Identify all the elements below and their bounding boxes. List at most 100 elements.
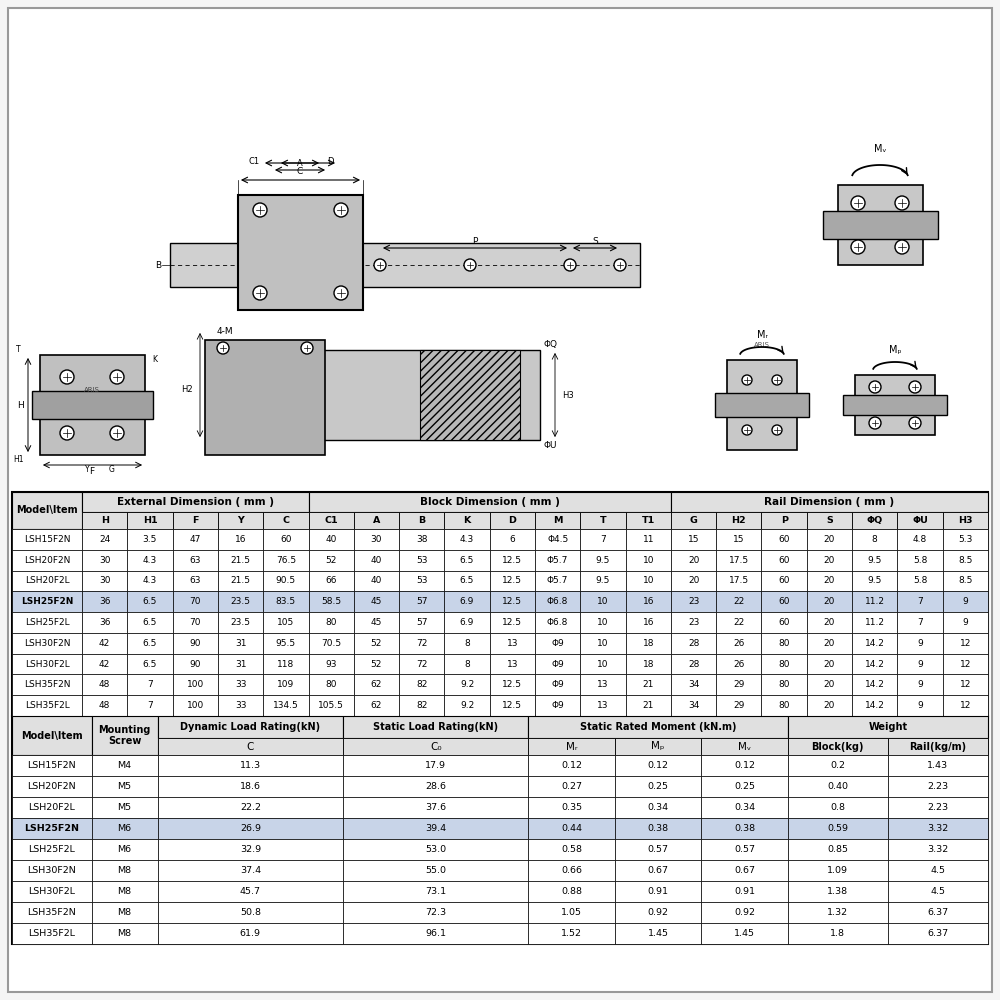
Text: 6.5: 6.5 bbox=[143, 618, 157, 627]
Bar bbox=[158, 923, 343, 944]
Bar bbox=[716, 550, 761, 571]
Bar bbox=[158, 818, 343, 839]
Text: 60: 60 bbox=[778, 576, 790, 585]
Bar bbox=[852, 550, 897, 571]
Bar bbox=[823, 211, 938, 239]
Text: 47: 47 bbox=[190, 535, 201, 544]
Bar bbox=[444, 529, 490, 550]
Bar bbox=[158, 716, 343, 738]
Text: 9.5: 9.5 bbox=[596, 576, 610, 585]
Text: 22: 22 bbox=[733, 597, 744, 606]
Text: 45: 45 bbox=[371, 597, 382, 606]
Text: 30: 30 bbox=[99, 576, 110, 585]
Text: 29: 29 bbox=[733, 680, 745, 689]
Bar bbox=[715, 393, 809, 417]
Circle shape bbox=[334, 203, 348, 217]
Text: Mᵥ: Mᵥ bbox=[738, 742, 751, 752]
Text: 80: 80 bbox=[778, 680, 790, 689]
Text: 134.5: 134.5 bbox=[273, 701, 299, 710]
Text: 0.8: 0.8 bbox=[830, 803, 845, 812]
Text: LSH30F2N: LSH30F2N bbox=[24, 639, 70, 648]
Text: M8: M8 bbox=[118, 908, 132, 917]
Text: 83.5: 83.5 bbox=[276, 597, 296, 606]
Text: 34: 34 bbox=[688, 701, 699, 710]
Bar bbox=[671, 674, 716, 695]
Bar bbox=[354, 550, 399, 571]
Bar bbox=[420, 350, 520, 440]
Bar bbox=[580, 612, 626, 633]
Bar bbox=[897, 529, 943, 550]
Text: 23.5: 23.5 bbox=[231, 597, 251, 606]
Bar bbox=[92, 923, 158, 944]
Bar bbox=[308, 612, 354, 633]
Bar bbox=[12, 633, 82, 654]
Bar bbox=[12, 529, 82, 550]
Text: 13: 13 bbox=[597, 680, 609, 689]
Text: H: H bbox=[101, 516, 109, 525]
Text: 0.12: 0.12 bbox=[561, 761, 582, 770]
Text: 17.5: 17.5 bbox=[729, 556, 749, 565]
Text: 9.2: 9.2 bbox=[460, 680, 474, 689]
Bar bbox=[761, 612, 807, 633]
Bar bbox=[615, 738, 701, 755]
Text: Φ9: Φ9 bbox=[551, 639, 564, 648]
Text: Φ6.8: Φ6.8 bbox=[547, 618, 568, 627]
Bar bbox=[92, 755, 158, 776]
Bar bbox=[399, 612, 444, 633]
Bar bbox=[671, 695, 716, 716]
Bar bbox=[788, 902, 888, 923]
Bar bbox=[528, 881, 615, 902]
Bar bbox=[173, 571, 218, 591]
Text: ΦU: ΦU bbox=[912, 516, 928, 525]
Bar bbox=[761, 695, 807, 716]
Text: 23: 23 bbox=[688, 618, 699, 627]
Bar bbox=[807, 512, 852, 529]
Text: LSH15F2N: LSH15F2N bbox=[24, 535, 70, 544]
Bar bbox=[308, 654, 354, 674]
Bar bbox=[40, 355, 145, 455]
Bar bbox=[238, 195, 363, 310]
Text: 40: 40 bbox=[325, 535, 337, 544]
Bar bbox=[127, 654, 173, 674]
Text: LSH15F2N: LSH15F2N bbox=[28, 761, 76, 770]
Text: M6: M6 bbox=[118, 845, 132, 854]
Text: M8: M8 bbox=[118, 929, 132, 938]
Text: 73.1: 73.1 bbox=[425, 887, 446, 896]
Text: 10: 10 bbox=[597, 597, 609, 606]
Bar bbox=[399, 695, 444, 716]
Text: 14.2: 14.2 bbox=[865, 701, 885, 710]
Text: LSH35F2N: LSH35F2N bbox=[24, 680, 70, 689]
Text: 52: 52 bbox=[325, 556, 337, 565]
Text: LSH35F2L: LSH35F2L bbox=[28, 929, 75, 938]
Bar bbox=[263, 674, 308, 695]
Circle shape bbox=[301, 342, 313, 354]
Bar bbox=[761, 674, 807, 695]
Text: 13: 13 bbox=[507, 660, 518, 669]
Bar bbox=[12, 612, 82, 633]
Bar bbox=[852, 591, 897, 612]
Text: K: K bbox=[463, 516, 471, 525]
Bar bbox=[897, 695, 943, 716]
Bar bbox=[354, 633, 399, 654]
Text: 53.0: 53.0 bbox=[425, 845, 446, 854]
Bar bbox=[535, 571, 580, 591]
Bar bbox=[897, 633, 943, 654]
Bar bbox=[127, 529, 173, 550]
Bar bbox=[788, 818, 888, 839]
Bar bbox=[535, 633, 580, 654]
Text: External Dimension ( mm ): External Dimension ( mm ) bbox=[117, 497, 274, 507]
Bar bbox=[490, 695, 535, 716]
Bar bbox=[671, 654, 716, 674]
Bar bbox=[761, 529, 807, 550]
Bar bbox=[32, 391, 153, 419]
Text: 4.5: 4.5 bbox=[930, 887, 945, 896]
Text: Φ6.8: Φ6.8 bbox=[547, 597, 568, 606]
Text: 105.5: 105.5 bbox=[318, 701, 344, 710]
Bar bbox=[263, 529, 308, 550]
Text: 21: 21 bbox=[643, 680, 654, 689]
Text: 0.12: 0.12 bbox=[734, 761, 755, 770]
Text: 6.37: 6.37 bbox=[927, 908, 949, 917]
Text: G: G bbox=[109, 466, 115, 475]
Circle shape bbox=[464, 259, 476, 271]
Bar bbox=[943, 674, 988, 695]
